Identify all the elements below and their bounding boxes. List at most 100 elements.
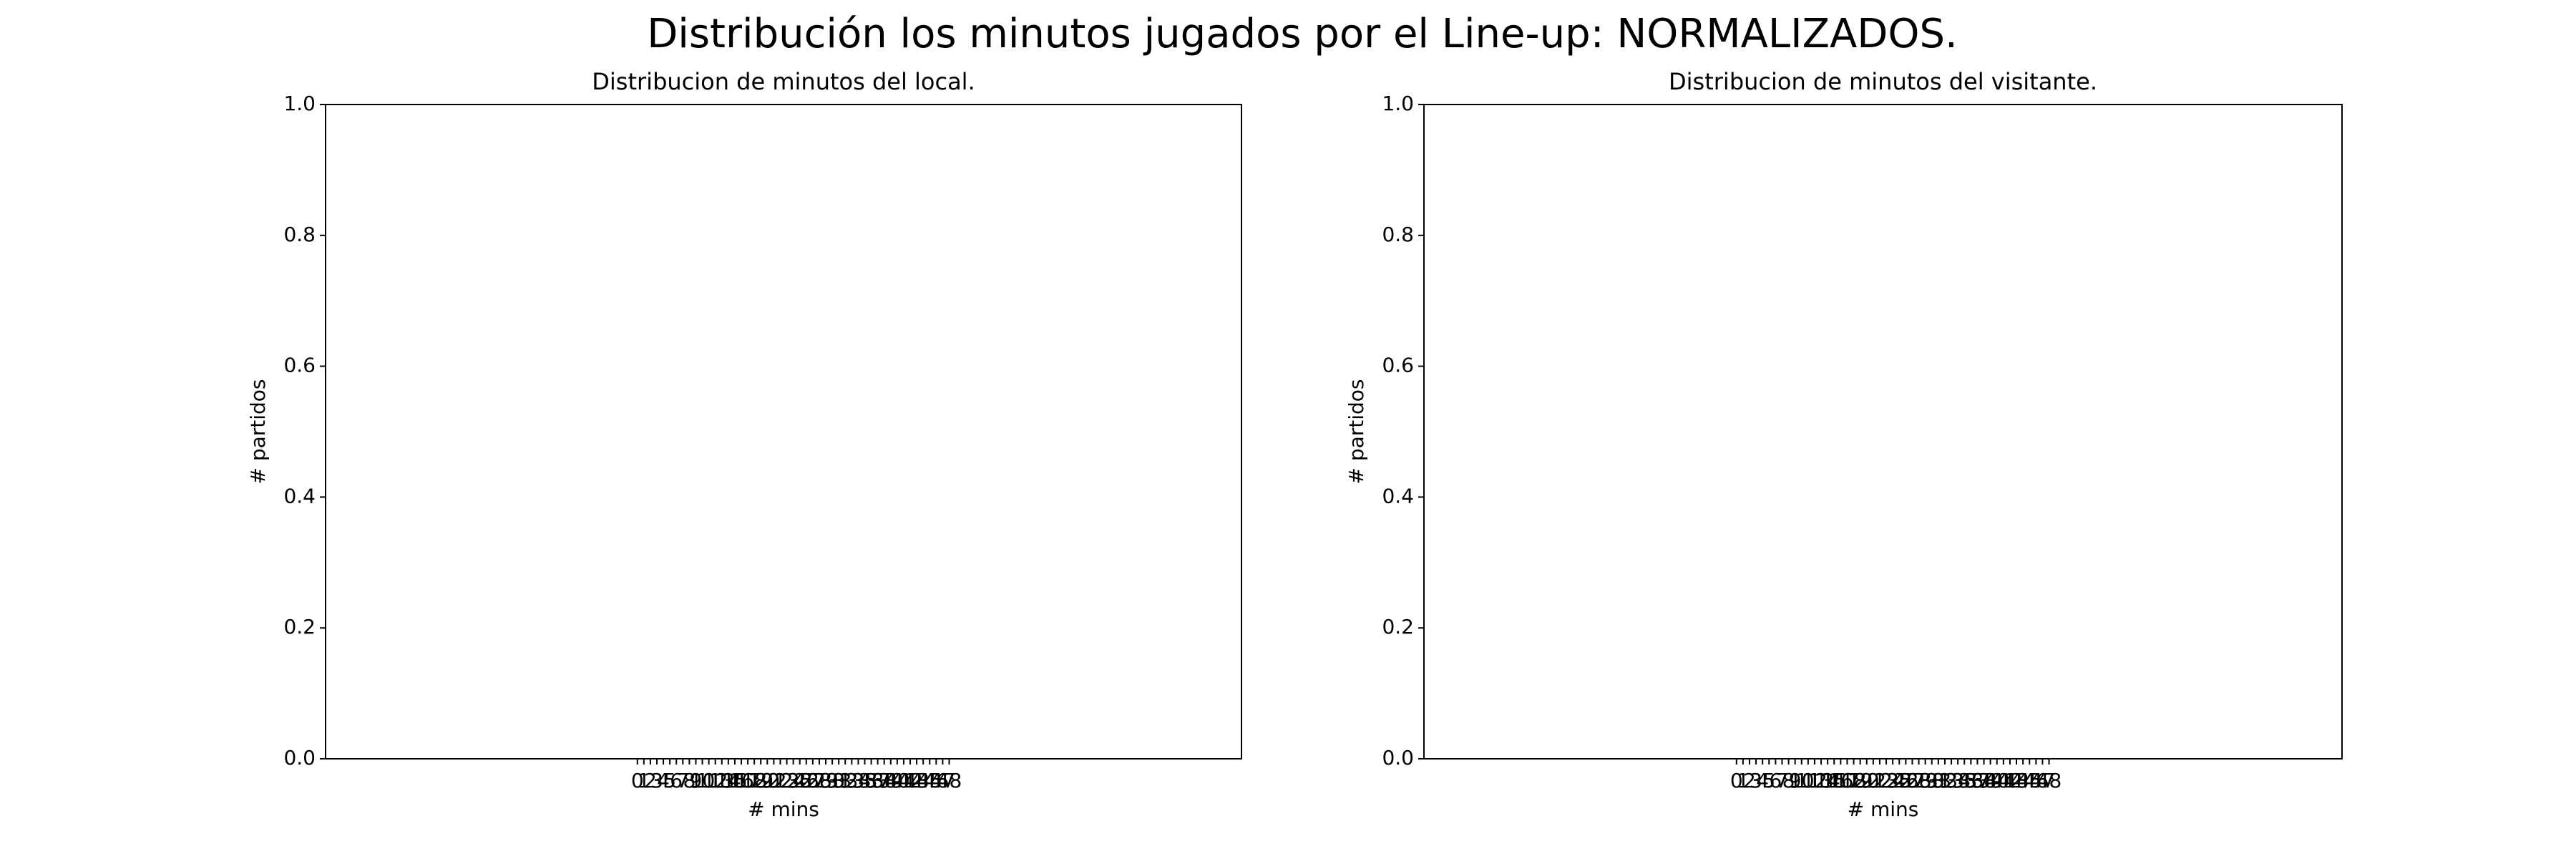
x-tick-label: 2 — [1743, 769, 1756, 792]
y-axis-label: # partidos — [1345, 379, 1368, 484]
x-tick-label: 22 — [1867, 769, 1893, 792]
x-tick-label: 38 — [872, 769, 897, 792]
x-tick-label: 6 — [670, 769, 683, 792]
x-tick-label: 5 — [1762, 769, 1775, 792]
subplot-title: Distribucion de minutos del local. — [592, 68, 975, 95]
x-tick-label: 23 — [1873, 769, 1899, 792]
x-tick-label: 20 — [1854, 769, 1880, 792]
x-tick-label: 27 — [800, 769, 826, 792]
x-tick-label: 11 — [1795, 769, 1821, 792]
x-tick-label: 8 — [1782, 769, 1795, 792]
x-tick-label: 24 — [781, 769, 806, 792]
x-tick-label: 27 — [1900, 769, 1926, 792]
y-tick-label: 0.6 — [1382, 354, 1414, 377]
x-tick-label: 13 — [709, 769, 735, 792]
x-tick-label: 3 — [650, 769, 663, 792]
x-tick-label: 34 — [1945, 769, 1971, 792]
x-tick-label: 45 — [917, 769, 942, 792]
x-tick-label: 40 — [1984, 769, 2010, 792]
x-tick-label: 5 — [663, 769, 676, 792]
x-axis-label: # mins — [748, 797, 819, 821]
x-tick-label: 25 — [1886, 769, 1912, 792]
y-tick-label: 0.0 — [283, 746, 316, 770]
x-tick-label: 19 — [1848, 769, 1873, 792]
x-tick-label: 4 — [1756, 769, 1769, 792]
x-tick-label: 23 — [774, 769, 800, 792]
x-tick-label: 9 — [690, 769, 703, 792]
x-tick-label: 48 — [2036, 769, 2062, 792]
x-tick-label: 36 — [859, 769, 884, 792]
x-tick-label: 19 — [748, 769, 774, 792]
x-tick-label: 26 — [794, 769, 819, 792]
x-tick-label: 6 — [1769, 769, 1782, 792]
x-tick-label: 17 — [1835, 769, 1860, 792]
x-tick-label: 8 — [683, 769, 696, 792]
x-tick-label: 4 — [657, 769, 670, 792]
x-tick-label: 16 — [1828, 769, 1854, 792]
x-tick-label: 0 — [631, 769, 644, 792]
x-tick-label: 24 — [1880, 769, 1906, 792]
x-tick-label: 14 — [716, 769, 741, 792]
x-tick-label: 25 — [787, 769, 813, 792]
y-tick-label: 1.0 — [1382, 92, 1414, 115]
x-tick-label: 18 — [1841, 769, 1867, 792]
figure-title: Distribución los minutos jugados por el … — [647, 11, 1958, 57]
x-tick-label: 46 — [924, 769, 950, 792]
x-tick-label: 35 — [852, 769, 878, 792]
axes-frame — [1423, 104, 2343, 759]
x-tick-label: 42 — [897, 769, 923, 792]
x-tick-label: 33 — [1938, 769, 1964, 792]
y-tick-label: 0.0 — [1382, 746, 1414, 770]
subplot-title: Distribucion de minutos del visitante. — [1669, 68, 2097, 95]
x-tick-label: 41 — [1991, 769, 2016, 792]
y-tick-label: 0.4 — [283, 484, 316, 508]
y-tick-label: 0.2 — [1382, 615, 1414, 639]
x-tick-label: 21 — [1860, 769, 1886, 792]
x-tick-label: 39 — [1978, 769, 2004, 792]
x-tick-label: 48 — [937, 769, 962, 792]
x-tick-label: 18 — [741, 769, 767, 792]
x-tick-label: 44 — [910, 769, 936, 792]
x-tick-label: 15 — [722, 769, 748, 792]
x-tick-label: 42 — [1997, 769, 2023, 792]
x-tick-label: 2 — [644, 769, 657, 792]
x-tick-label: 32 — [1932, 769, 1958, 792]
x-tick-label: 29 — [813, 769, 839, 792]
x-tick-label: 38 — [1971, 769, 1997, 792]
x-tick-label: 10 — [1789, 769, 1815, 792]
x-tick-label: 1 — [1737, 769, 1750, 792]
x-tick-label: 15 — [1821, 769, 1847, 792]
x-tick-label: 9 — [1789, 769, 1802, 792]
y-axis-label: # partidos — [246, 379, 270, 484]
x-tick-label: 7 — [1776, 769, 1789, 792]
y-tick-label: 1.0 — [283, 92, 316, 115]
x-tick-label: 0 — [1730, 769, 1743, 792]
x-tick-label: 14 — [1815, 769, 1840, 792]
subplot: Distribucion de minutos del visitante.01… — [1345, 68, 2343, 821]
subplot: Distribucion de minutos del local.012345… — [246, 68, 1242, 821]
y-tick-label: 0.2 — [283, 615, 316, 639]
x-tick-label: 32 — [832, 769, 858, 792]
x-tick-label: 46 — [2024, 769, 2049, 792]
x-tick-label: 28 — [806, 769, 832, 792]
x-tick-label: 20 — [754, 769, 780, 792]
x-tick-label: 17 — [735, 769, 761, 792]
x-tick-label: 7 — [676, 769, 689, 792]
x-tick-label: 37 — [865, 769, 891, 792]
x-tick-label: 44 — [2010, 769, 2036, 792]
x-tick-label: 21 — [761, 769, 787, 792]
x-tick-label: 13 — [1808, 769, 1834, 792]
x-tick-label: 1 — [638, 769, 650, 792]
x-tick-label: 31 — [1926, 769, 1951, 792]
x-tick-label: 31 — [826, 769, 852, 792]
x-tick-label: 30 — [819, 769, 845, 792]
x-tick-label: 10 — [690, 769, 716, 792]
x-tick-label: 43 — [904, 769, 930, 792]
x-tick-label: 16 — [728, 769, 754, 792]
x-tick-label: 47 — [2030, 769, 2056, 792]
x-tick-label: 36 — [1958, 769, 1984, 792]
y-tick-label: 0.4 — [1382, 484, 1414, 508]
